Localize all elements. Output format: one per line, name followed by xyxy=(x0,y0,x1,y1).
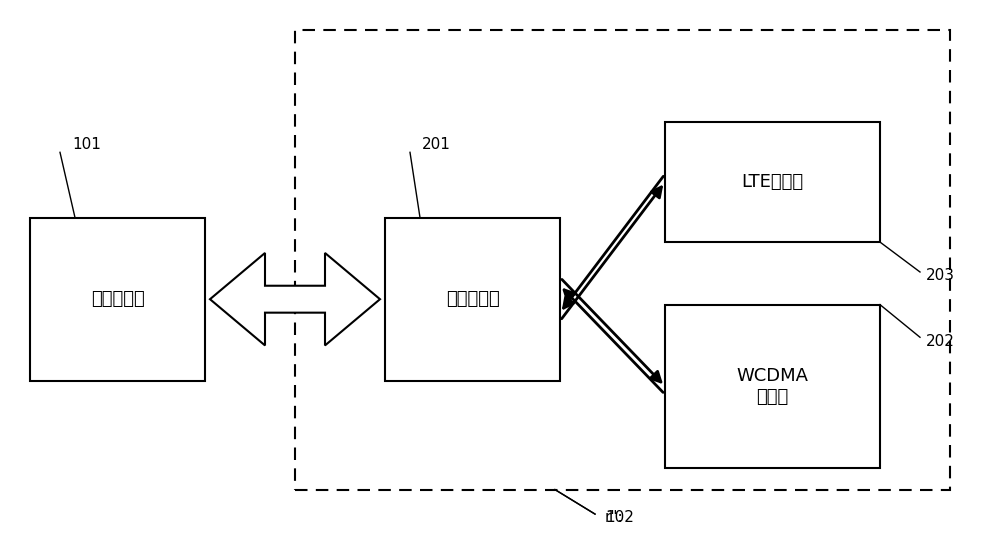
Text: 202: 202 xyxy=(926,333,955,349)
Text: r":: r": xyxy=(605,510,624,526)
Text: 203: 203 xyxy=(926,268,955,283)
Text: 101: 101 xyxy=(72,137,101,152)
Text: 102: 102 xyxy=(605,510,634,526)
Text: LTE物理层: LTE物理层 xyxy=(741,173,804,191)
Text: 应用处理器: 应用处理器 xyxy=(91,290,144,308)
Polygon shape xyxy=(210,253,380,345)
Bar xyxy=(30,218,205,381)
Bar xyxy=(385,218,560,381)
Bar xyxy=(295,30,950,490)
Text: 协议处理器: 协议处理器 xyxy=(446,290,499,308)
Bar xyxy=(665,305,880,468)
Text: 201: 201 xyxy=(422,137,451,152)
Bar xyxy=(665,122,880,242)
Text: WCDMA
物理层: WCDMA 物理层 xyxy=(737,367,809,406)
